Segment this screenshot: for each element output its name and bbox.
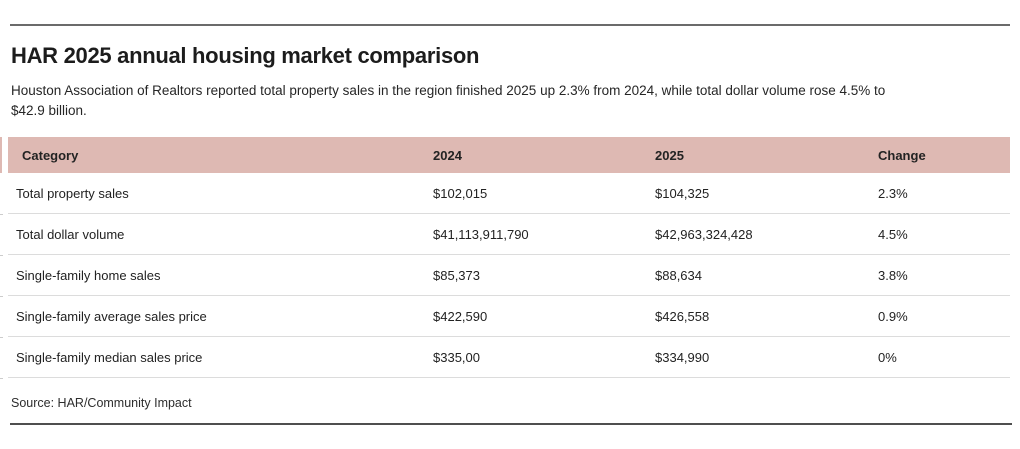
left-crop-artifact-divider bbox=[0, 214, 3, 215]
table-row-single-family-average-sales-price: Single-family average sales price $422,5… bbox=[8, 296, 1010, 337]
column-header-2025: 2025 bbox=[655, 147, 684, 163]
cell-change: 0% bbox=[878, 349, 897, 365]
cell-2024: $335,00 bbox=[433, 349, 480, 365]
cell-2024: $41,113,911,790 bbox=[433, 226, 529, 242]
cell-change: 0.9% bbox=[878, 308, 908, 324]
cell-category: Single-family average sales price bbox=[16, 308, 207, 324]
left-crop-artifact-divider bbox=[0, 378, 3, 379]
left-crop-artifact-header bbox=[0, 137, 2, 173]
cell-2024: $85,373 bbox=[433, 267, 480, 283]
column-header-2024: 2024 bbox=[433, 147, 462, 163]
cell-2025: $426,558 bbox=[655, 308, 710, 324]
table-header-row: Category 2024 2025 Change bbox=[8, 137, 1010, 173]
cell-2024: $102,015 bbox=[433, 185, 488, 201]
figure-subtitle: Houston Association of Realtors reported… bbox=[11, 81, 885, 120]
subtitle-line-2: $42.9 billion. bbox=[11, 102, 87, 118]
comparison-table: Category 2024 2025 Change Total property… bbox=[8, 137, 1010, 378]
cell-2024: $422,590 bbox=[433, 308, 488, 324]
left-crop-artifact-divider bbox=[0, 337, 3, 338]
subtitle-line-1: Houston Association of Realtors reported… bbox=[11, 83, 886, 98]
bottom-divider bbox=[10, 423, 1012, 425]
cell-change: 3.8% bbox=[878, 267, 908, 283]
cell-2025: $104,325 bbox=[655, 185, 710, 201]
table-row-total-dollar-volume: Total dollar volume $41,113,911,790 $42,… bbox=[8, 214, 1010, 255]
table-row-total-property-sales: Total property sales $102,015 $104,325 2… bbox=[8, 173, 1010, 214]
left-crop-artifact-divider bbox=[0, 255, 3, 256]
source-attribution: Source: HAR/Community Impact bbox=[11, 396, 192, 410]
cell-change: 4.5% bbox=[878, 226, 908, 242]
cell-2025: $42,963,324,428 bbox=[655, 226, 753, 242]
column-header-category: Category bbox=[22, 147, 79, 163]
cell-category: Single-family median sales price bbox=[16, 349, 203, 365]
cell-change: 2.3% bbox=[878, 185, 908, 201]
cell-category: Total dollar volume bbox=[16, 226, 125, 242]
table-row-single-family-home-sales: Single-family home sales $85,373 $88,634… bbox=[8, 255, 1010, 296]
cell-category: Total property sales bbox=[16, 185, 129, 201]
cell-2025: $88,634 bbox=[655, 267, 702, 283]
left-crop-artifact-divider bbox=[0, 296, 3, 297]
cell-2025: $334,990 bbox=[655, 349, 710, 365]
cell-category: Single-family home sales bbox=[16, 267, 161, 283]
column-header-change: Change bbox=[878, 147, 926, 163]
top-divider bbox=[10, 24, 1010, 26]
table-row-single-family-median-sales-price: Single-family median sales price $335,00… bbox=[8, 337, 1010, 378]
figure-title: HAR 2025 annual housing market compariso… bbox=[11, 43, 480, 68]
